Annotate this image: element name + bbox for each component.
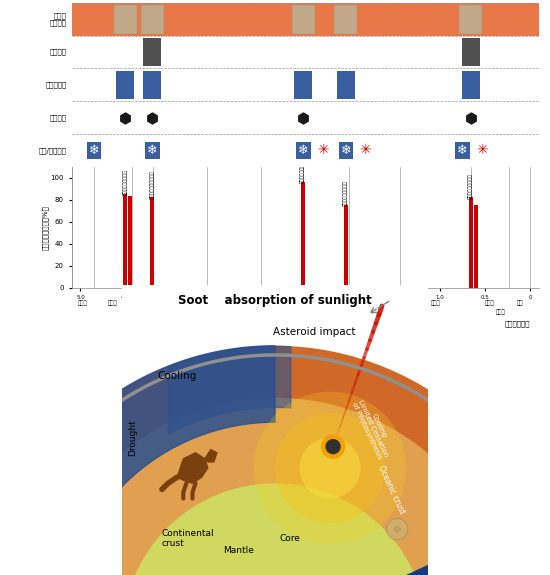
Text: 石炭纪: 石炭纪 <box>229 301 239 306</box>
Text: Oceanic crust: Oceanic crust <box>376 464 406 515</box>
Text: 古近纪: 古近纪 <box>485 301 495 306</box>
Text: 寒武纪末生物大灭绝: 寒武纪末生物大灭绝 <box>123 170 128 196</box>
Text: ✳: ✳ <box>317 143 329 158</box>
Text: Mantle: Mantle <box>223 546 254 555</box>
Circle shape <box>387 519 408 540</box>
Text: 新四: 新四 <box>516 301 523 306</box>
Circle shape <box>321 434 345 459</box>
FancyBboxPatch shape <box>461 39 480 66</box>
FancyBboxPatch shape <box>459 5 482 34</box>
Text: 二叠纪末生物大灭绝: 二叠纪末生物大灭绝 <box>300 158 305 183</box>
Text: 侏罗纪: 侏罗纪 <box>370 301 379 306</box>
Wedge shape <box>37 398 513 575</box>
FancyBboxPatch shape <box>292 5 315 34</box>
Text: 缺氧环喃: 缺氧环喃 <box>50 114 67 121</box>
Text: 中  生  代: 中 生 代 <box>379 309 395 315</box>
Text: Cooling
Limited Cessation
of Photosynthesis: Cooling Limited Cessation of Photosynthe… <box>350 396 395 461</box>
Text: ✳: ✳ <box>360 143 371 158</box>
Text: ❄: ❄ <box>458 144 468 157</box>
Wedge shape <box>275 513 550 575</box>
Bar <box>300 182 305 288</box>
Text: Drought: Drought <box>128 419 138 456</box>
Bar <box>344 205 348 288</box>
Text: 白帢纪: 白帢纪 <box>430 301 440 306</box>
Bar <box>474 205 478 288</box>
FancyBboxPatch shape <box>141 5 164 34</box>
Text: ❄: ❄ <box>298 144 309 157</box>
Text: Soot    absorption of sunlight: Soot absorption of sunlight <box>178 294 372 307</box>
Wedge shape <box>483 470 548 549</box>
Text: 三叠纪: 三叠纪 <box>322 301 331 306</box>
FancyBboxPatch shape <box>144 39 161 66</box>
Wedge shape <box>122 484 428 575</box>
Text: Cooling: Cooling <box>157 371 197 381</box>
Y-axis label: 物种消亡比例量（%）: 物种消亡比例量（%） <box>42 205 49 250</box>
Text: ❄: ❄ <box>340 144 351 157</box>
Text: 撞击事件: 撞击事件 <box>50 49 67 55</box>
Text: 大规模
火山噴发: 大规模 火山噴发 <box>50 12 67 26</box>
Bar <box>150 197 155 288</box>
Text: 时间（亿年）: 时间（亿年） <box>504 320 530 327</box>
Circle shape <box>254 392 406 545</box>
Polygon shape <box>177 453 208 484</box>
Text: 寒武纪: 寒武纪 <box>78 301 87 306</box>
Text: 三叠纪末生物大灭绝: 三叠纪末生物大灭绝 <box>343 181 348 206</box>
Wedge shape <box>0 346 550 575</box>
Bar <box>128 197 132 288</box>
Bar <box>123 194 128 288</box>
Text: 古  生  代: 古 生 代 <box>179 309 196 315</box>
Text: 泥盆纪晚期生物大灭绝: 泥盆纪晚期生物大灭绝 <box>150 170 155 198</box>
Text: Continental
crust: Continental crust <box>162 528 214 548</box>
Text: 志留纪: 志留纪 <box>138 301 147 306</box>
FancyBboxPatch shape <box>144 71 161 98</box>
Circle shape <box>299 438 361 499</box>
Polygon shape <box>205 450 217 462</box>
Bar <box>469 197 472 288</box>
FancyBboxPatch shape <box>294 71 312 98</box>
Circle shape <box>326 439 340 454</box>
Text: 奥陶纪: 奥陶纪 <box>108 301 118 306</box>
FancyBboxPatch shape <box>334 5 358 34</box>
Text: Core: Core <box>280 534 301 543</box>
Polygon shape <box>16 346 275 539</box>
FancyBboxPatch shape <box>461 71 480 98</box>
Text: 白帢纪末生物大灭绝: 白帢纪末生物大灭绝 <box>468 172 473 198</box>
FancyBboxPatch shape <box>114 5 137 34</box>
Text: 海平面变化: 海平面变化 <box>46 82 67 88</box>
FancyBboxPatch shape <box>337 71 355 98</box>
Text: 新生代: 新生代 <box>496 309 505 315</box>
Text: 冰室/温室效应: 冰室/温室效应 <box>39 147 67 154</box>
FancyBboxPatch shape <box>117 71 134 98</box>
Text: 泥盆纪: 泥盆纪 <box>175 301 185 306</box>
Text: ❄: ❄ <box>89 144 99 157</box>
Text: 二叠纪: 二叠纪 <box>277 301 287 306</box>
Circle shape <box>275 413 385 523</box>
Text: ✳: ✳ <box>476 143 488 158</box>
Text: Asteroid impact: Asteroid impact <box>273 327 356 336</box>
Text: ❄: ❄ <box>147 144 158 157</box>
